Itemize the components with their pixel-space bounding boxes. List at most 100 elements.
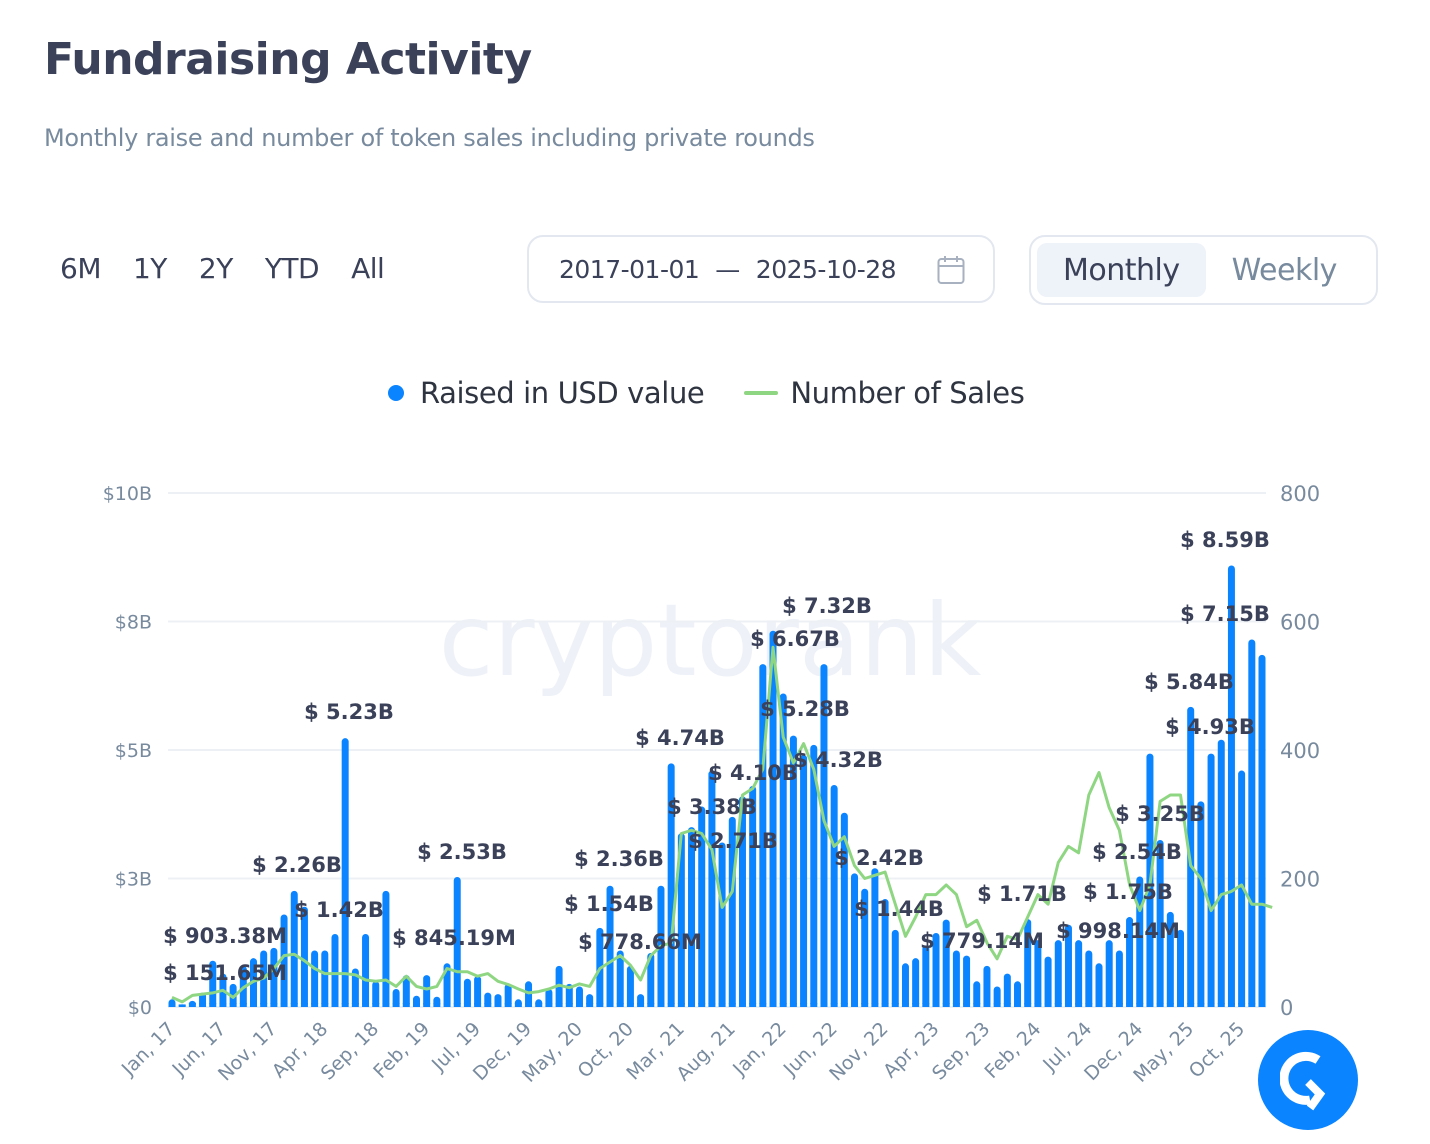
bar bbox=[698, 806, 706, 1007]
bar bbox=[1075, 940, 1083, 1007]
bar bbox=[280, 914, 288, 1007]
bar-base bbox=[616, 1003, 624, 1007]
bar bbox=[1207, 753, 1215, 1007]
bar-base bbox=[219, 1003, 227, 1007]
bar-base bbox=[759, 1003, 767, 1007]
bar-base bbox=[239, 1003, 247, 1007]
bar-base bbox=[637, 1003, 645, 1007]
bar bbox=[1177, 929, 1185, 1007]
bar-base bbox=[260, 1003, 268, 1007]
data-label: $ 778.66M bbox=[578, 930, 702, 954]
bar bbox=[392, 989, 400, 1007]
bar-base bbox=[922, 1003, 930, 1007]
bar-base bbox=[1075, 1003, 1083, 1007]
calendar-icon[interactable] bbox=[937, 255, 965, 285]
bar-base bbox=[1166, 1003, 1174, 1007]
bar bbox=[270, 947, 278, 1007]
data-label: $ 7.15B bbox=[1180, 602, 1270, 626]
data-label: $ 4.93B bbox=[1165, 715, 1255, 739]
data-label: $ 3.25B bbox=[1115, 802, 1205, 826]
x-tick-label: Feb, 24 bbox=[980, 1018, 1045, 1083]
bar-base bbox=[535, 1003, 543, 1007]
chart-legend: Raised in USD value Number of Sales bbox=[388, 376, 1025, 410]
range-6m-button[interactable]: 6M bbox=[60, 252, 101, 285]
date-separator: — bbox=[715, 254, 740, 284]
bar bbox=[830, 784, 838, 1007]
bar-base bbox=[168, 1003, 176, 1007]
bar bbox=[382, 890, 390, 1007]
bar bbox=[891, 929, 899, 1007]
data-label: $ 7.32B bbox=[782, 594, 872, 618]
bar bbox=[1258, 654, 1266, 1007]
bar bbox=[626, 965, 634, 1007]
bar bbox=[688, 827, 696, 1007]
data-label: $ 4.10B bbox=[708, 761, 798, 785]
bar bbox=[402, 975, 410, 1007]
y-tick-label: $8B bbox=[115, 612, 152, 634]
bar bbox=[861, 888, 869, 1007]
date-range-picker[interactable]: 2017-01-01 — 2025-10-28 bbox=[527, 235, 995, 303]
range-1y-button[interactable]: 1Y bbox=[132, 252, 167, 285]
bar bbox=[820, 664, 828, 1007]
bar-base bbox=[525, 1003, 533, 1007]
bar-base bbox=[1177, 1003, 1185, 1007]
bar-base bbox=[351, 1003, 359, 1007]
bar bbox=[311, 950, 319, 1007]
bar-base bbox=[229, 1003, 237, 1007]
bar-base bbox=[657, 1003, 665, 1007]
x-tick-label: Jan, 22 bbox=[728, 1018, 791, 1081]
y-tick-label: $5B bbox=[115, 740, 152, 762]
bar-base bbox=[1105, 1003, 1113, 1007]
bar-base bbox=[565, 1003, 573, 1007]
data-label: $ 3.38B bbox=[667, 795, 757, 819]
bar bbox=[789, 735, 797, 1007]
bar bbox=[922, 945, 930, 1007]
y2-tick-label: 0 bbox=[1280, 996, 1293, 1020]
range-all-button[interactable]: All bbox=[351, 252, 385, 285]
bar bbox=[667, 763, 675, 1007]
bar-base bbox=[1227, 1003, 1235, 1007]
legend-sales-label[interactable]: Number of Sales bbox=[790, 376, 1025, 410]
bar bbox=[800, 755, 808, 1007]
bar bbox=[1095, 963, 1103, 1007]
data-label: $ 1.71B bbox=[977, 882, 1067, 906]
y-axis-right: 0 200 400 600 800 bbox=[1280, 482, 1320, 1020]
range-2y-button[interactable]: 2Y bbox=[198, 252, 233, 285]
bar bbox=[718, 842, 726, 1007]
data-label: $ 845.19M bbox=[392, 926, 516, 950]
cryptorank-fab-button[interactable] bbox=[1258, 1030, 1358, 1130]
data-label: $ 1.54B bbox=[564, 892, 654, 916]
bar-base bbox=[1217, 1003, 1225, 1007]
bar-base bbox=[382, 1003, 390, 1007]
bar-base bbox=[952, 1003, 960, 1007]
bar-base bbox=[321, 1003, 329, 1007]
bar-base bbox=[1156, 1003, 1164, 1007]
bar bbox=[463, 978, 471, 1007]
bar-base bbox=[983, 1003, 991, 1007]
bar-base bbox=[362, 1003, 370, 1007]
bar bbox=[851, 873, 859, 1007]
data-label: $ 4.32B bbox=[793, 748, 883, 772]
bar-base bbox=[1115, 1003, 1123, 1007]
bar-base bbox=[423, 1003, 431, 1007]
bar bbox=[331, 934, 339, 1007]
bar-base bbox=[779, 1003, 787, 1007]
bar-base bbox=[973, 1003, 981, 1007]
bar-base bbox=[677, 1003, 685, 1007]
range-ytd-button[interactable]: YTD bbox=[264, 252, 320, 285]
bar bbox=[647, 953, 655, 1007]
page-subtitle: Monthly raise and number of token sales … bbox=[44, 124, 815, 152]
bar-base bbox=[881, 1003, 889, 1007]
toggle-weekly[interactable]: Weekly bbox=[1231, 252, 1338, 288]
data-label: $ 998.14M bbox=[1056, 919, 1180, 943]
legend-raised-label[interactable]: Raised in USD value bbox=[420, 376, 705, 410]
bar-base bbox=[586, 1003, 594, 1007]
toggle-monthly[interactable]: Monthly bbox=[1037, 243, 1206, 297]
bar-base bbox=[1054, 1003, 1062, 1007]
data-label: $ 1.44B bbox=[854, 897, 944, 921]
data-label: $ 5.84B bbox=[1144, 670, 1234, 694]
bar bbox=[840, 812, 848, 1007]
y2-tick-label: 600 bbox=[1280, 611, 1320, 635]
bar bbox=[1064, 924, 1072, 1007]
